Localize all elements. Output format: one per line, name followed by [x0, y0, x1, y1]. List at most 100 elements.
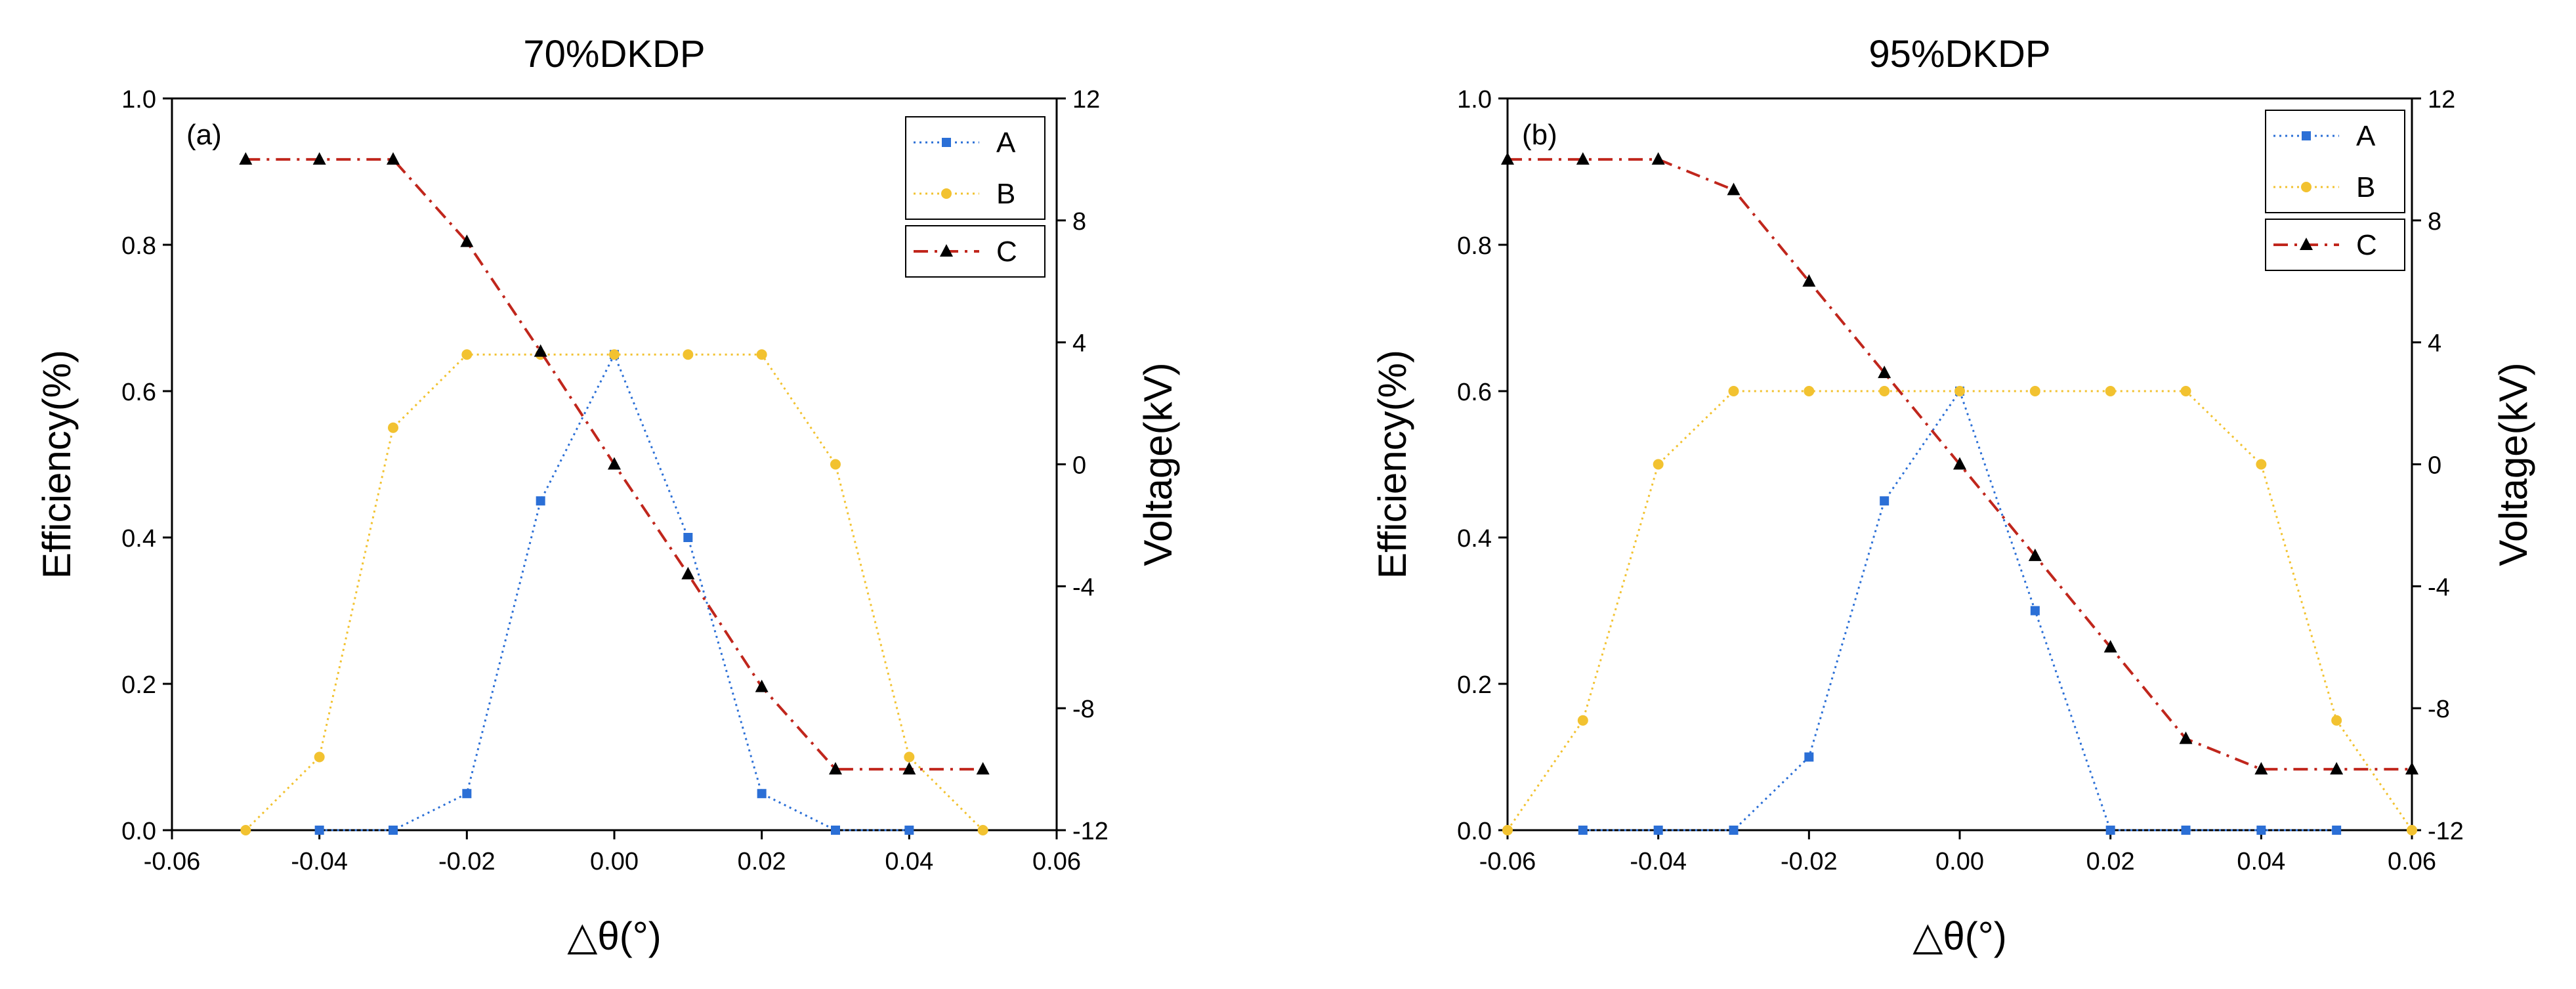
x-tick-label: -0.06 — [1479, 848, 1536, 875]
x-tick-label: 0.04 — [2237, 848, 2285, 875]
series-A-point — [1880, 496, 1890, 506]
series-A-point — [831, 826, 840, 835]
series-C-point — [902, 762, 916, 775]
series-C-point — [681, 566, 695, 579]
series-B-point — [2256, 459, 2267, 470]
x-tick-label: 0.00 — [590, 848, 639, 875]
series-B-point — [609, 349, 620, 360]
series-A-point — [2181, 826, 2191, 835]
series-B-point — [1653, 459, 1664, 470]
y-tick-label: 0.4 — [1457, 525, 1492, 553]
series-B-point — [2105, 386, 2116, 396]
y2-tick-label: -12 — [1072, 818, 1109, 845]
y2-tick-label: -12 — [2428, 818, 2464, 845]
series-C-point — [1576, 152, 1590, 165]
y-axis-title: Efficiency(%) — [1370, 350, 1414, 579]
y-tick-label: 0.0 — [1457, 818, 1492, 845]
legend-marker — [942, 138, 951, 147]
series-C-point — [239, 152, 253, 165]
series-A-point — [1729, 826, 1739, 835]
legend-marker — [2301, 182, 2312, 192]
legend-marker — [2300, 238, 2313, 250]
series-B-point — [314, 751, 325, 763]
series-A-point — [1804, 752, 1814, 762]
series-B-line — [245, 353, 984, 831]
y2-axis-title: Voltage(kV) — [2491, 362, 2535, 566]
series-C-point — [976, 762, 990, 775]
legend-marker — [2302, 131, 2311, 140]
series-B-line — [1506, 390, 2413, 831]
y2-tick-label: 0 — [2428, 452, 2441, 480]
y2-tick-label: 12 — [1072, 86, 1100, 114]
chart-title: 95%DKDP — [1869, 33, 2050, 75]
legend-label: B — [996, 178, 1015, 210]
series-A-point — [2332, 826, 2342, 835]
series-A-point — [1653, 826, 1663, 835]
x-tick-label: 0.04 — [885, 848, 933, 875]
series-C-point — [2330, 762, 2344, 775]
x-tick-label: -0.02 — [1781, 848, 1838, 875]
y-tick-label: 1.0 — [121, 86, 156, 114]
series-B-point — [1728, 386, 1739, 396]
series-B-point — [1502, 825, 1513, 835]
series-B — [1502, 386, 2417, 835]
legend: ABC — [2265, 110, 2405, 271]
series-B-point — [977, 825, 988, 835]
series-B-point — [1577, 715, 1588, 726]
series-A-point — [462, 789, 472, 799]
series-A-point — [904, 826, 914, 835]
series-A-point — [683, 533, 693, 542]
x-tick-label: -0.04 — [291, 848, 348, 875]
series-C-point — [2028, 548, 2042, 561]
series-A-point — [2030, 606, 2040, 616]
series-C-point — [755, 679, 769, 692]
x-tick-label: 0.02 — [738, 848, 786, 875]
y-tick-label: 0.2 — [121, 671, 156, 699]
series-A-point — [536, 496, 545, 506]
series-C-point — [2254, 762, 2268, 775]
y2-tick-label: 4 — [2428, 330, 2441, 358]
legend-box-left-axis — [905, 116, 1045, 220]
series-A — [1578, 387, 2342, 835]
series-B-point — [1879, 386, 1890, 396]
series-B-point — [2180, 386, 2191, 396]
y-tick-label: 0.6 — [1457, 379, 1492, 406]
legend-label: C — [2356, 229, 2377, 261]
panel-label: (b) — [1522, 119, 1557, 151]
legend-label: A — [996, 127, 1016, 159]
series-C-point — [608, 457, 621, 470]
y2-tick-label: 12 — [2428, 86, 2455, 114]
series-B-point — [388, 422, 398, 433]
series-A-point — [389, 826, 398, 835]
y-tick-label: 0.0 — [121, 818, 156, 845]
series-A-point — [757, 789, 767, 799]
legend-label: A — [2356, 120, 2376, 152]
y2-tick-label: -8 — [1072, 696, 1095, 723]
y-tick-label: 0.8 — [121, 232, 156, 260]
y-axis-title: Efficiency(%) — [35, 350, 79, 579]
series-A-point — [2105, 826, 2115, 835]
x-tick-label: -0.04 — [1630, 848, 1687, 875]
legend-item-A: A — [914, 127, 1016, 159]
chart-panel-b: 95%DKDP-0.06 -0.04 -0.02 0.00 0.02 0.04 0.060.… — [1370, 33, 2535, 958]
series-C-point — [1727, 182, 1741, 196]
series-C-point — [2103, 640, 2117, 653]
series-A-line — [1582, 389, 2337, 831]
series-C-point — [534, 344, 547, 357]
series-B-point — [2331, 715, 2342, 726]
series-B-point — [461, 349, 473, 360]
y2-tick-label: -4 — [2428, 574, 2450, 601]
chart-title: 70%DKDP — [523, 33, 705, 75]
y2-axis-title: Voltage(kV) — [1136, 362, 1180, 566]
series-B-point — [683, 349, 694, 360]
series-C-point — [460, 234, 474, 247]
series-B-point — [2407, 825, 2417, 835]
series-B-point — [756, 349, 767, 360]
x-axis-title: △θ(°) — [1912, 914, 2006, 958]
y2-tick-label: -4 — [1072, 574, 1095, 601]
legend: ABC — [905, 116, 1045, 278]
series-A-point — [1578, 826, 1588, 835]
y2-tick-label: -8 — [2428, 696, 2450, 723]
series-C-point — [2179, 731, 2193, 744]
